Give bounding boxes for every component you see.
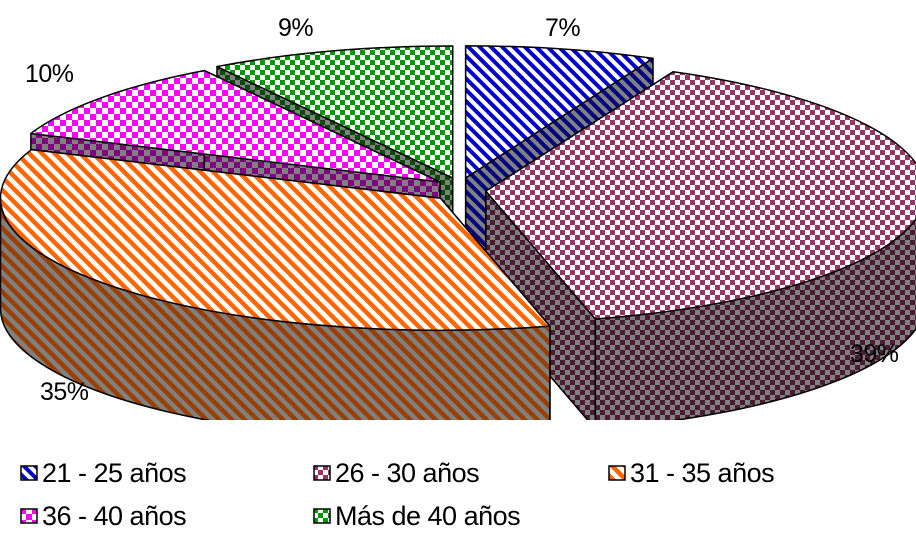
legend-swatch-26-30 — [313, 465, 331, 481]
legend-label-mas-40: Más de 40 años — [335, 500, 521, 531]
data-label-3: 10% — [25, 60, 74, 88]
data-label-0: 7% — [545, 14, 581, 42]
legend-swatch-31-35 — [608, 465, 626, 481]
data-label-2: 35% — [40, 378, 89, 406]
legend-label-36-40: 36 - 40 años — [42, 500, 187, 531]
legend: 21 - 25 años 26 - 30 años 31 - 35 años 3… — [0, 445, 916, 535]
pie-chart — [0, 45, 916, 420]
legend-label-31-35: 31 - 35 años — [630, 457, 775, 488]
legend-item-31-35: 31 - 35 años — [608, 457, 775, 489]
legend-label-21-25: 21 - 25 años — [42, 457, 187, 488]
pie-slice-2 — [0, 148, 551, 420]
legend-item-mas-40: Más de 40 años — [313, 500, 521, 532]
legend-item-26-30: 26 - 30 años — [313, 457, 480, 489]
legend-label-26-30: 26 - 30 años — [335, 457, 480, 488]
legend-swatch-36-40 — [20, 508, 38, 524]
legend-swatch-mas-40 — [313, 508, 331, 524]
data-label-4: 9% — [278, 14, 314, 42]
legend-item-36-40: 36 - 40 años — [20, 500, 187, 532]
pie-slice-3-top — [30, 69, 441, 183]
pie-slice-0-top — [464, 45, 654, 179]
pie-slice-4-top — [216, 45, 454, 179]
pie-slice-2-top — [0, 148, 551, 331]
data-label-1: 39% — [850, 340, 899, 368]
pie-slice-1-top — [485, 70, 916, 320]
legend-swatch-21-25 — [20, 465, 38, 481]
legend-item-21-25: 21 - 25 años — [20, 457, 187, 489]
pie-slice-1 — [485, 70, 916, 420]
